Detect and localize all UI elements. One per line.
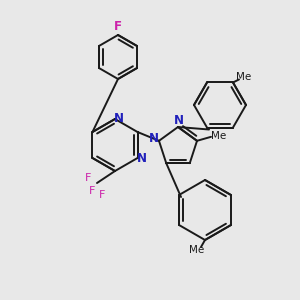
Text: F: F [114,20,122,34]
Text: F: F [99,190,105,200]
Text: N: N [149,132,159,145]
Text: N: N [174,115,184,128]
Text: Me: Me [189,245,205,255]
Text: Me: Me [212,131,226,141]
Text: N: N [136,152,146,166]
Text: F: F [85,173,91,183]
Text: N: N [114,112,124,124]
Text: F: F [89,186,95,196]
Text: Me: Me [236,73,252,82]
